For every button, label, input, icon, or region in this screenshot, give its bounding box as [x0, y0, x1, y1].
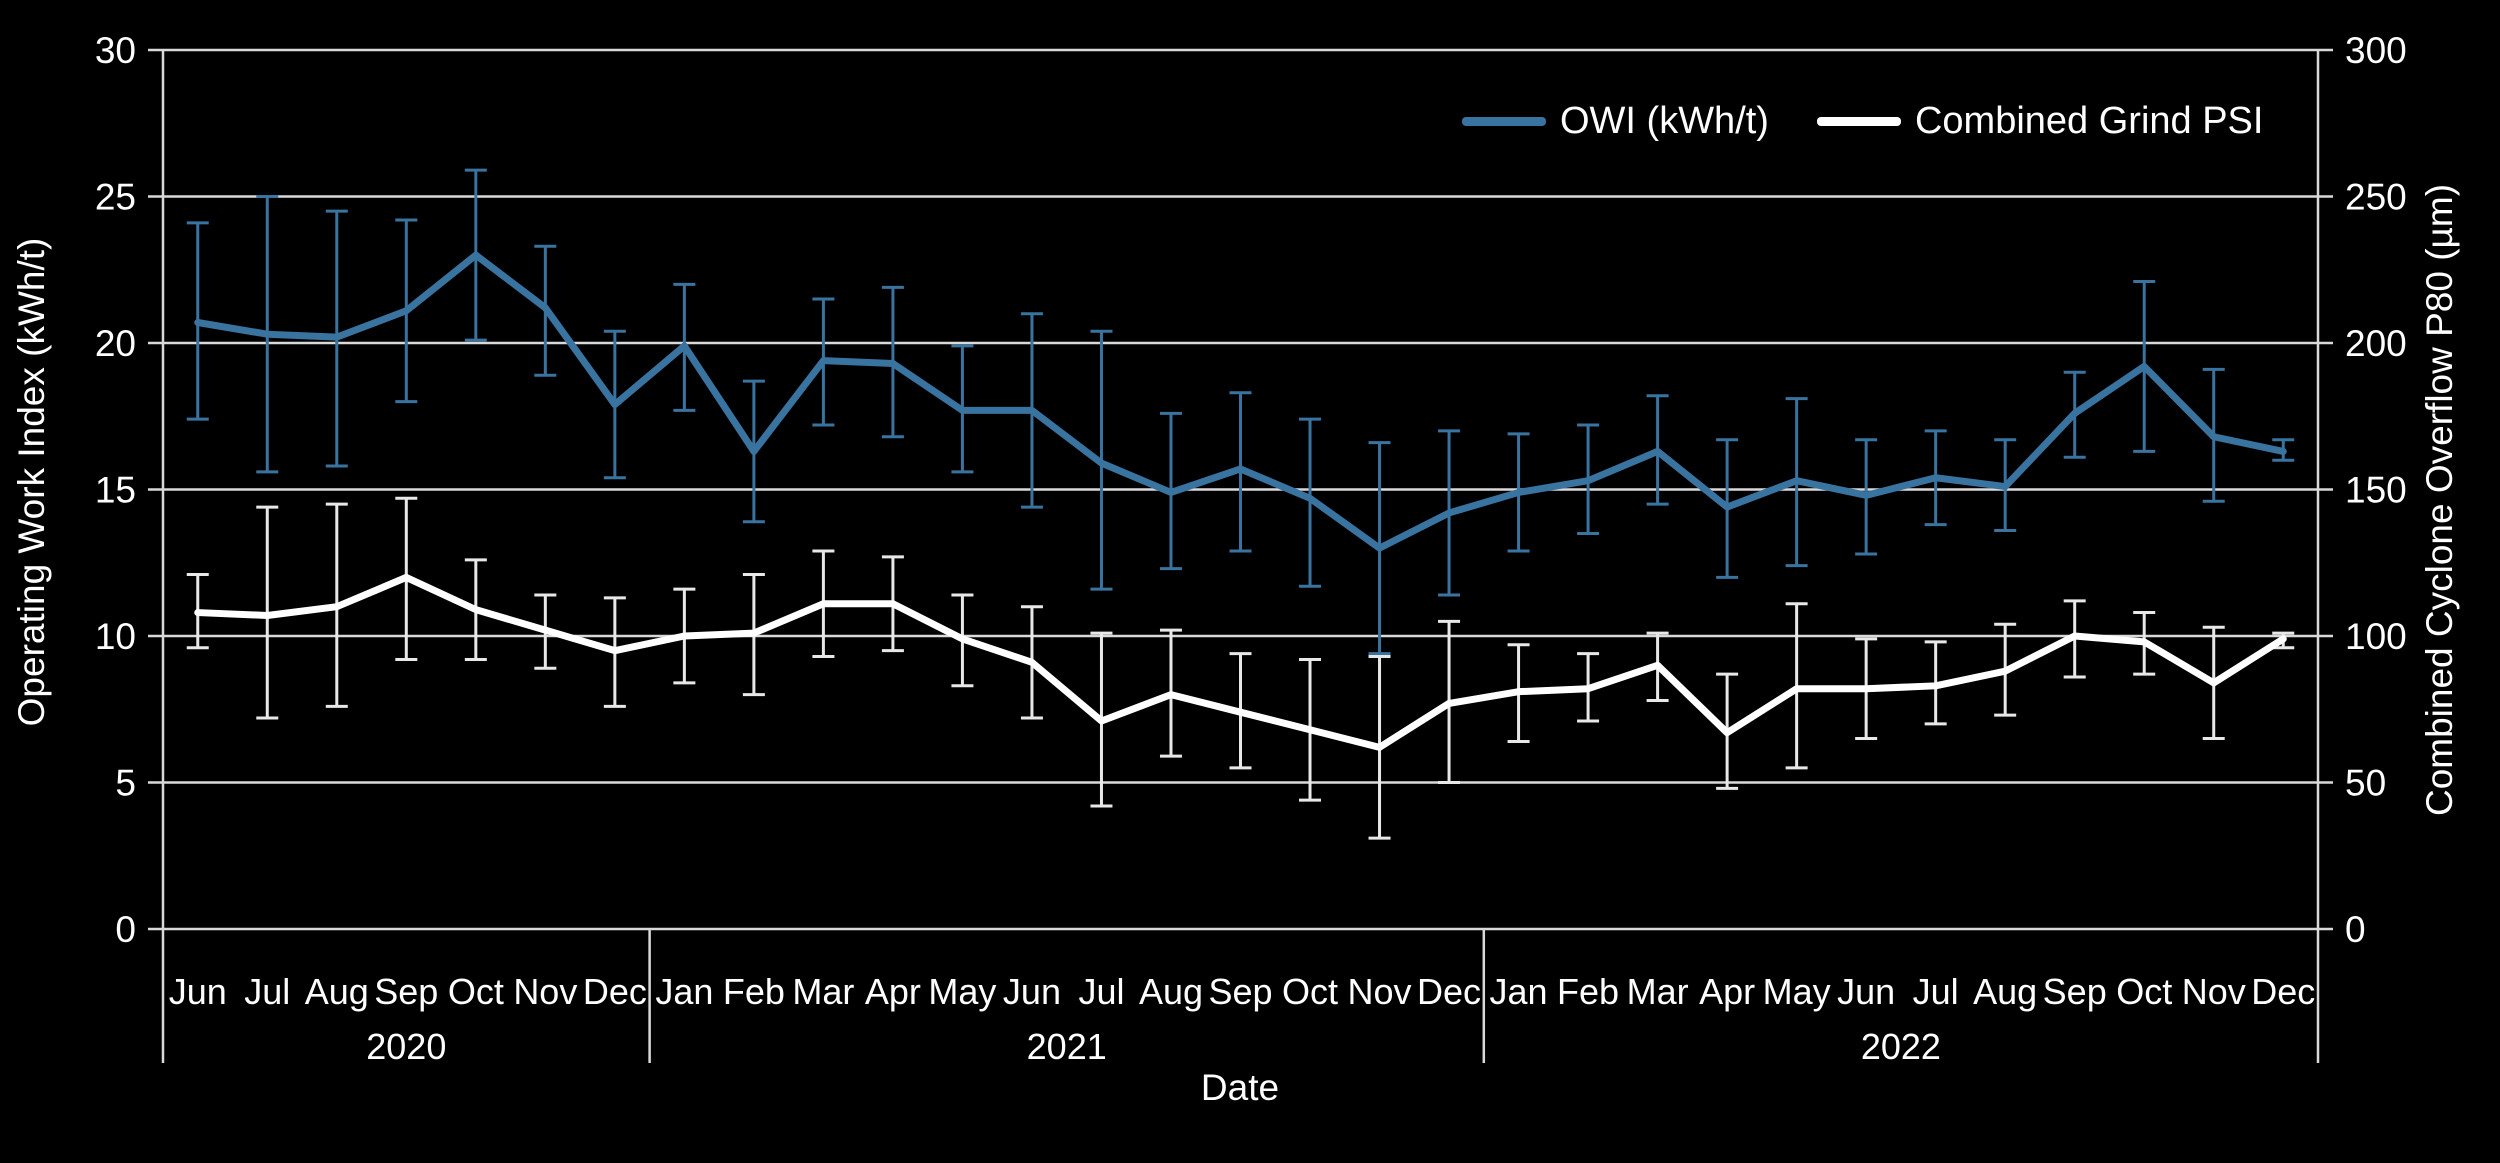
right-axis-tick-label: 250: [2345, 177, 2407, 218]
month-label: Apr: [865, 971, 921, 1012]
right-axis-tick-label: 100: [2345, 616, 2407, 657]
month-label: Oct: [1282, 971, 1338, 1012]
month-label: May: [928, 971, 996, 1012]
month-label: May: [1763, 971, 1831, 1012]
psi-series: [186, 496, 2295, 840]
month-label: Jun: [1003, 971, 1061, 1012]
axes: [148, 48, 2333, 1063]
right-axis-tick-label: 300: [2345, 30, 2407, 71]
legend-label-psi: Combined Grind PSI: [1914, 100, 2264, 142]
right-axis-tick-label: 50: [2345, 763, 2386, 804]
month-label: Jun: [1837, 971, 1895, 1012]
month-label: Aug: [1139, 971, 1203, 1012]
month-label: Nov: [2182, 971, 2246, 1012]
left-axis-tick-label: 30: [95, 30, 136, 71]
month-label: Aug: [1973, 971, 2037, 1012]
month-label: Mar: [792, 971, 854, 1012]
month-label: Sep: [374, 971, 438, 1012]
data-series: [186, 168, 2295, 840]
owi-line: [194, 251, 2287, 552]
right-axis-tick-label: 200: [2345, 323, 2407, 364]
right-axis-title: Combined Cyclone Overflow P80 (µm): [2419, 184, 2460, 816]
right-axis-tick-label: 150: [2345, 470, 2407, 511]
month-label: Feb: [723, 971, 785, 1012]
month-label: Dec: [1417, 971, 1481, 1012]
month-label: Jul: [244, 971, 290, 1012]
year-label: 2020: [366, 1026, 446, 1067]
month-label: Nov: [513, 971, 577, 1012]
month-label: Jun: [169, 971, 227, 1012]
month-label: Jul: [1913, 971, 1959, 1012]
month-label: Apr: [1699, 971, 1755, 1012]
x-axis-title: Date: [1201, 1067, 1279, 1108]
right-axis-tick-label: 0: [2345, 909, 2366, 950]
month-label: Dec: [2251, 971, 2315, 1012]
left-axis-title: Operating Work Index (kWh/t): [11, 238, 52, 727]
month-label: Mar: [1627, 971, 1689, 1012]
psi-line: [194, 573, 2287, 751]
left-axis-tick-label: 25: [95, 177, 136, 218]
gridlines: [163, 48, 2318, 931]
month-label: Oct: [2116, 971, 2172, 1012]
month-label: Sep: [1208, 971, 1272, 1012]
month-label: Dec: [583, 971, 647, 1012]
legend: OWI (kWh/t) Combined Grind PSI: [1462, 100, 2263, 143]
month-label: Aug: [305, 971, 369, 1012]
left-axis-tick-label: 15: [95, 470, 136, 511]
year-label: 2022: [1861, 1026, 1941, 1067]
month-label: Oct: [448, 971, 504, 1012]
month-label: Feb: [1557, 971, 1619, 1012]
month-label: Jul: [1078, 971, 1124, 1012]
month-label: Jan: [655, 971, 713, 1012]
left-axis-tick-label: 20: [95, 323, 136, 364]
owi-line-key: [1462, 117, 1546, 126]
legend-item-psi: Combined Grind PSI: [1816, 100, 2264, 143]
month-label: Jan: [1490, 971, 1548, 1012]
left-axis-tick-label: 10: [95, 616, 136, 657]
month-label: Sep: [2043, 971, 2107, 1012]
legend-label-owi: OWI (kWh/t): [1560, 100, 1769, 142]
month-label: Nov: [1348, 971, 1412, 1012]
legend-item-owi: OWI (kWh/t): [1462, 100, 1769, 143]
year-label: 2021: [1027, 1026, 1107, 1067]
left-axis-tick-label: 5: [115, 763, 136, 804]
left-axis-tick-label: 0: [115, 909, 136, 950]
owi-series: [186, 168, 2295, 656]
psi-line-key: [1816, 117, 1901, 126]
